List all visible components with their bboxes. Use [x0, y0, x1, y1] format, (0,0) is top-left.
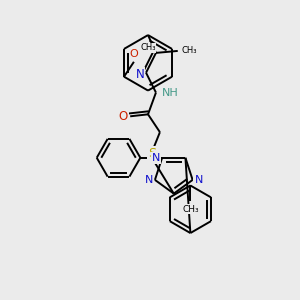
Text: CH₃: CH₃ [140, 44, 155, 52]
Text: CH₃: CH₃ [182, 205, 199, 214]
Text: NH: NH [161, 88, 178, 98]
Text: N: N [194, 175, 203, 185]
Text: S: S [148, 148, 156, 160]
Text: O: O [130, 49, 138, 59]
Text: N: N [145, 175, 153, 185]
Text: O: O [118, 110, 128, 123]
Text: N: N [152, 153, 160, 163]
Text: CH₃: CH₃ [182, 46, 197, 56]
Text: N: N [136, 68, 145, 81]
